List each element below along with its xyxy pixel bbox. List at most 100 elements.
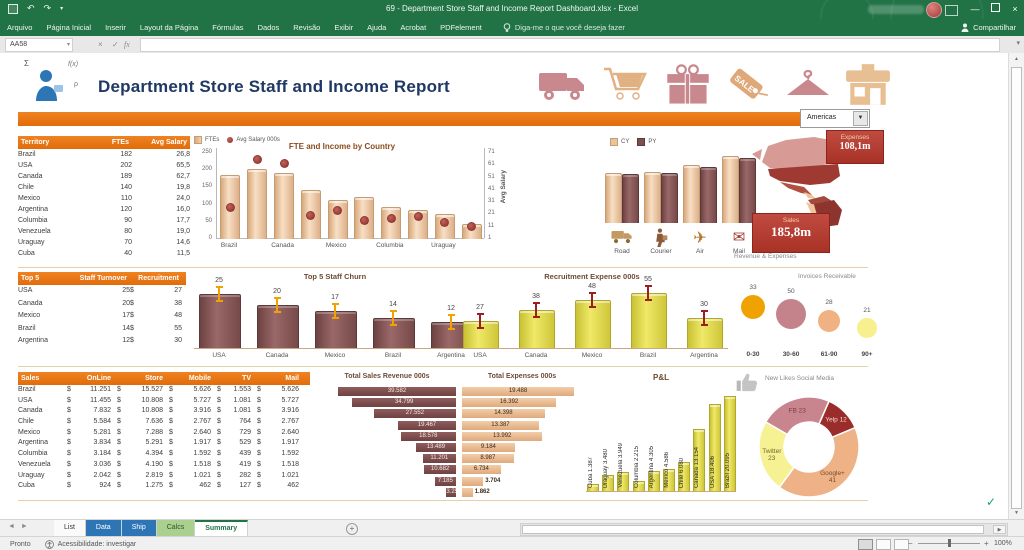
table-row[interactable]: Brazil 14 $55 xyxy=(18,323,186,336)
sales-table[interactable]: Sales OnLine Store Mobile TV Mail Brazil… xyxy=(18,372,310,492)
sheet-tab-data[interactable]: Data xyxy=(85,520,122,536)
currency-sign: $ xyxy=(217,439,221,447)
ribbon-display-options-icon[interactable] xyxy=(945,5,958,16)
table-row[interactable]: Columbia 90 17,7 xyxy=(18,215,190,226)
table-row[interactable]: Mexico $5.281 $7.288 $2.640 $729 $2.640 xyxy=(18,428,310,439)
social-likes-chart[interactable]: New Likes Social Media FB 23 Yelp 12 Googl… xyxy=(733,369,885,511)
scroll-down-icon[interactable]: ▼ xyxy=(1014,510,1019,516)
restore-button[interactable] xyxy=(984,0,1006,19)
share-button[interactable]: Compartilhar xyxy=(961,19,1016,36)
table-row[interactable]: USA 202 65,5 xyxy=(18,160,190,171)
zoom-level[interactable]: 100% xyxy=(994,540,1012,547)
top5-table[interactable]: Top 5 Staff Turnover Recruitment Exp USA… xyxy=(18,272,186,348)
normal-view-icon[interactable] xyxy=(858,539,873,550)
table-row[interactable]: Mexico 17 $48 xyxy=(18,310,186,323)
cell-money: $1.592 xyxy=(254,449,302,460)
table-row[interactable]: Argentina $3.834 $5.291 $1.917 $529 $1.917 xyxy=(18,438,310,449)
region-dropdown[interactable]: Americas ▼ xyxy=(800,109,870,128)
ribbon-tab-exibir[interactable]: Exibir xyxy=(334,23,354,32)
vertical-scroll-thumb[interactable] xyxy=(1011,67,1022,509)
horizontal-scroll-thumb[interactable] xyxy=(522,525,984,534)
zoom-in-icon[interactable]: + xyxy=(984,539,989,548)
cell-money: $439 xyxy=(214,449,254,460)
table-row[interactable]: Venezuela $3.036 $4.190 $1.518 $419 $1.518 xyxy=(18,460,310,471)
table-row[interactable]: Uraguay $2.042 $2.819 $1.021 $282 $1.021 xyxy=(18,471,310,482)
table-row[interactable]: Canada 189 62,7 xyxy=(18,171,190,182)
accessibility-status[interactable]: Acessibilidade: investigar xyxy=(57,541,137,548)
cell-value: 1.553 xyxy=(233,386,251,393)
cell-money: $1.021 xyxy=(254,471,302,482)
new-sheet-button[interactable]: + xyxy=(346,523,358,535)
ribbon-tab-layout-da-página[interactable]: Layout da Página xyxy=(139,23,199,32)
sheet-nav-arrows[interactable]: ◄► xyxy=(8,523,34,530)
table-row[interactable]: Argentina 12 $30 xyxy=(18,335,186,348)
table-row[interactable]: Venezuela 80 19,0 xyxy=(18,226,190,237)
cancel-formula-icon[interactable]: × xyxy=(98,40,103,49)
vertical-scrollbar[interactable]: ▲ ▼ xyxy=(1008,53,1024,519)
dropdown-arrow-icon[interactable]: ▼ xyxy=(853,111,868,126)
ribbon-tab-pdfelement[interactable]: PDFelement xyxy=(440,23,482,32)
ribbon-tab-acrobat[interactable]: Acrobat xyxy=(400,23,427,32)
cell-value: 2.640 xyxy=(281,428,299,436)
tell-me-search[interactable]: Diga-me o que você deseja fazer xyxy=(503,22,625,33)
staff-churn-chart[interactable]: Top 5 Staff Churn 25 USA 20 Canada 17 Mexico 1… xyxy=(190,270,480,366)
pnl-chart[interactable]: P&L Cuba 1.387 Uraguay 3.480 Venezuela 3.9… xyxy=(584,371,738,501)
table-row[interactable]: USA $11.455 $10.808 $5.727 $1.081 $5.727 xyxy=(18,396,310,407)
table-row[interactable]: Canada 20 $38 xyxy=(18,298,186,311)
save-icon[interactable] xyxy=(8,3,18,14)
table-row[interactable]: Brazil 182 26,8 xyxy=(18,149,190,160)
sheet-tab-list[interactable]: List xyxy=(54,520,86,536)
namebox-dropdown-icon[interactable]: ▾ xyxy=(66,42,70,48)
formula-bar-expand-icon[interactable]: ▾ xyxy=(1016,40,1020,47)
table-row[interactable]: Canada $7.832 $10.808 $3.916 $1.081 $3.916 xyxy=(18,406,310,417)
table-row[interactable]: USA 25 $27 xyxy=(18,285,186,298)
scroll-right-icon[interactable]: ▶ xyxy=(993,525,1006,534)
table-row[interactable]: Argentina 120 16,0 xyxy=(18,204,190,215)
table-row[interactable]: Columbia $3.184 $4.394 $1.592 $439 $1.592 xyxy=(18,449,310,460)
total-sales-revenue-chart[interactable]: Total Sales Revenue 000s 39.582 34.799 27.… xyxy=(316,371,458,499)
revenue-expenses-chart[interactable]: CY PY Road Courier Air Mail ✈ ✉ xyxy=(596,134,764,266)
total-expenses-chart[interactable]: Total Expenses 000s 19.488 16.392 14.398 13… xyxy=(460,371,584,499)
ribbon-tab-fórmulas[interactable]: Fórmulas xyxy=(212,23,244,32)
horizontal-scrollbar[interactable]: ▶ xyxy=(520,523,1008,536)
ribbon-tab-inserir[interactable]: Inserir xyxy=(105,23,126,32)
qat-customize-icon[interactable]: ▾ xyxy=(60,6,64,12)
sheet-tab-ship[interactable]: Ship xyxy=(121,520,157,536)
page-break-view-icon[interactable] xyxy=(894,539,909,550)
ribbon-tab-revisão[interactable]: Revisão xyxy=(293,23,321,32)
redo-icon[interactable]: ↷ xyxy=(43,3,52,13)
worksheet[interactable]: Σ f(x) ρ Department Store Staff and Inco… xyxy=(0,53,1024,519)
table-row[interactable]: Uraguay 70 14,6 xyxy=(18,237,190,248)
formula-input[interactable] xyxy=(140,38,1000,52)
territory-table[interactable]: Territory FTEs Avg Salary 000s Brazil 182… xyxy=(18,136,190,259)
cell-avg-salary: 26,8 xyxy=(176,151,190,158)
table-row[interactable]: Mexico 110 24,0 xyxy=(18,193,190,204)
ribbon-tab-dados[interactable]: Dados xyxy=(257,23,280,32)
zoom-slider-thumb[interactable] xyxy=(948,539,951,547)
table-row[interactable]: Chile $5.584 $7.636 $2.767 $764 $2.767 xyxy=(18,417,310,428)
undo-icon[interactable]: ↶ xyxy=(27,3,35,13)
table-row[interactable]: Cuba 40 11,5 xyxy=(18,248,190,259)
enter-formula-icon[interactable]: ✓ xyxy=(112,40,119,49)
table-row[interactable]: Chile 140 19,8 xyxy=(18,182,190,193)
close-button[interactable]: × xyxy=(1012,4,1018,14)
ribbon-tab-arquivo[interactable]: Arquivo xyxy=(7,23,33,32)
page-layout-view-icon[interactable] xyxy=(876,539,891,550)
zoom-out-icon[interactable]: − xyxy=(908,539,913,548)
scroll-up-icon[interactable]: ▲ xyxy=(1014,56,1019,62)
avatar[interactable] xyxy=(926,2,942,18)
table-row[interactable]: Cuba $924 $1.275 $462 $127 $462 xyxy=(18,481,310,492)
recruitment-expense-chart[interactable]: Recruitment Expense 000s 27 USA 38 Canada 48… xyxy=(452,270,732,366)
sheet-tab-calcs[interactable]: Calcs xyxy=(156,520,196,536)
name-box[interactable]: AA58 ▾ xyxy=(5,38,73,52)
sheet-tab-summary[interactable]: Summary xyxy=(195,520,249,536)
table-row[interactable]: Brazil $11.251 $15.527 $5.626 $1.553 $5.626 xyxy=(18,385,310,396)
minimize-button[interactable]: — xyxy=(970,4,980,14)
sales-header: Sales OnLine Store Mobile TV Mail xyxy=(18,372,310,385)
insert-function-icon[interactable]: fx xyxy=(124,40,130,49)
fte-income-chart[interactable]: FTE and Income by Country FTEs Avg Salary… xyxy=(192,134,514,266)
ribbon-tab-ajuda[interactable]: Ajuda xyxy=(367,23,387,32)
cell-money: $2.819 xyxy=(114,471,166,482)
invoices-receivable-chart[interactable]: 33 0-30 50 30-60 28 61-90 21 90+ xyxy=(736,281,886,365)
ribbon-tab-página-inicial[interactable]: Página Inicial xyxy=(46,23,92,32)
